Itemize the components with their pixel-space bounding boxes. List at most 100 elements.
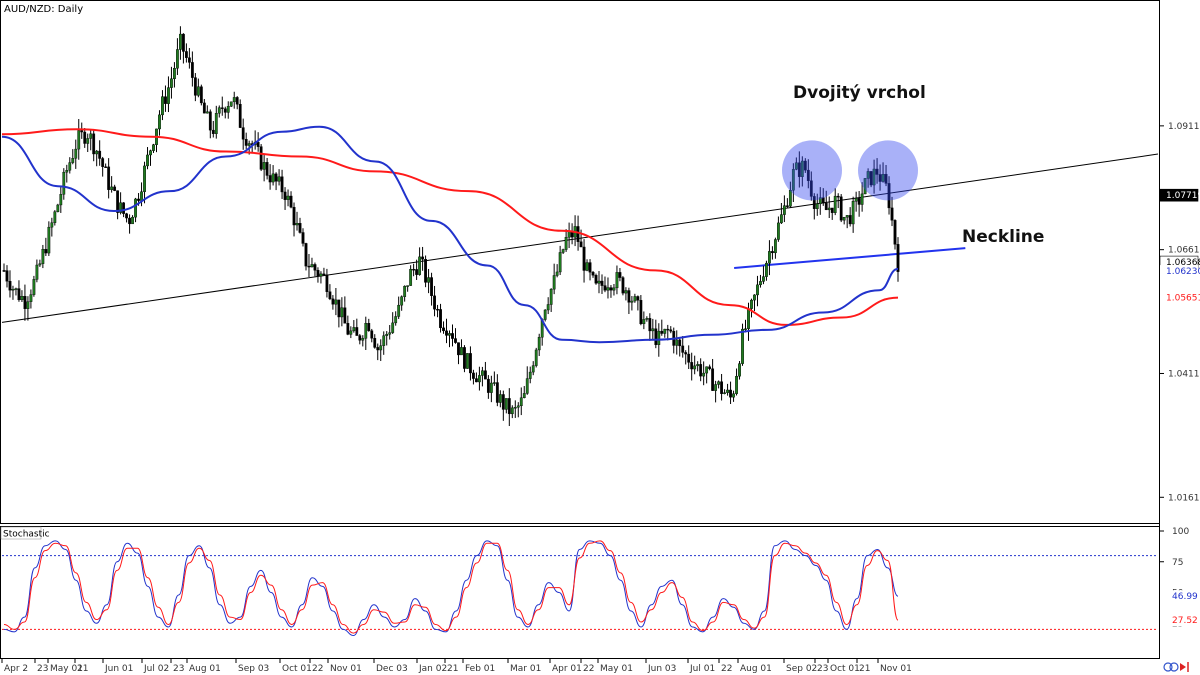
candle-body [872,168,876,186]
x-tick-label: 23 [37,664,48,674]
x-tick-label: Oct 01 [282,664,312,674]
bear-candle [268,164,272,190]
candle-body [830,207,834,213]
candle-body [588,262,592,273]
bear-candle [785,198,789,208]
trendline [734,247,966,269]
candle-body [292,206,296,226]
candle-body [525,378,529,394]
bull-candle [534,347,538,368]
bear-candle [235,96,239,110]
candle-body [161,96,164,116]
bull-candle [277,169,281,186]
bull-candle [528,366,532,384]
bear-candle [708,364,712,371]
bear-candle [244,132,248,149]
candle-body [241,127,245,140]
price-label-box [1160,291,1198,304]
bull-candle [866,168,870,188]
bull-candle [226,101,230,119]
bear-candle [830,207,834,220]
price-pane-frame [0,0,1160,524]
bear-candle [878,164,882,191]
x-tick-label: Jan 02 [418,664,447,674]
bear-candle [202,99,206,114]
candle-body [756,284,759,296]
bear-candle [501,390,505,421]
candle-body [104,166,108,168]
bear-candle [684,350,688,365]
bull-candle [214,105,218,139]
candle-body [663,328,667,334]
candle-body [555,271,559,276]
bear-candle [687,345,691,369]
bull-candle [361,335,365,347]
candle-body [469,353,472,374]
candle-body [486,378,490,393]
candle-body [433,295,436,310]
autoscroll-icon[interactable] [1180,662,1189,672]
candle-body [564,237,568,250]
candle-body [552,275,556,290]
bull-candle [732,390,735,402]
bear-candle [495,374,499,407]
bull-candle [478,366,481,391]
candle-body [624,290,628,294]
candle-body [202,102,206,114]
bear-candle [824,190,828,211]
candle-body [23,296,27,309]
candle-body [466,353,469,369]
candle-body [406,285,410,287]
candle-body [439,309,442,329]
candle-body [265,162,269,176]
candle-body [152,144,155,151]
candle-body [750,299,753,309]
candle-body [738,363,741,377]
bear-candle [23,284,27,321]
candle-body [534,349,538,366]
bear-candle [301,228,305,247]
candle-body [211,129,215,134]
candle-body [400,296,404,306]
candle-body [705,366,709,374]
x-tick-label: May 01 [50,664,83,674]
bull-candle [782,195,786,223]
bull-candle [152,143,155,153]
bear-candle [92,129,96,162]
candle-body [289,195,293,208]
x-tick-label: Sep 03 [238,664,269,674]
bull-candle [310,257,314,268]
bear-candle [890,196,894,227]
candle-body [851,201,855,225]
bear-candle [17,280,21,302]
candle-body [244,139,248,146]
bear-candle [463,345,466,373]
bull-candle [134,197,137,223]
candle-body [460,347,463,356]
bear-candle [711,358,715,391]
bear-candle [839,194,843,223]
candle-body [454,338,457,343]
x-tick-label: 22 [721,664,732,674]
candle-body [860,193,864,205]
candle-body [220,107,224,109]
x-tick-label: Jul 02 [143,664,169,674]
chart-shift-icon[interactable] [1163,662,1179,672]
bear-candle [199,84,203,106]
candle-body [878,174,882,182]
candle-body [657,330,661,345]
price-axis: 1.09119 1.06619 1.04119 1.01619 [1159,122,1200,503]
bull-candle [630,296,634,311]
candle-body [478,375,481,383]
candle-body [516,405,520,408]
candle-body [256,141,260,147]
candle-body [812,196,816,209]
bull-candle [872,159,876,194]
bull-candle [62,168,66,200]
candle-body [669,329,673,332]
bull-candle [489,375,493,403]
bear-candle [451,324,454,347]
candle-body [184,51,188,58]
bull-candle [59,185,63,213]
